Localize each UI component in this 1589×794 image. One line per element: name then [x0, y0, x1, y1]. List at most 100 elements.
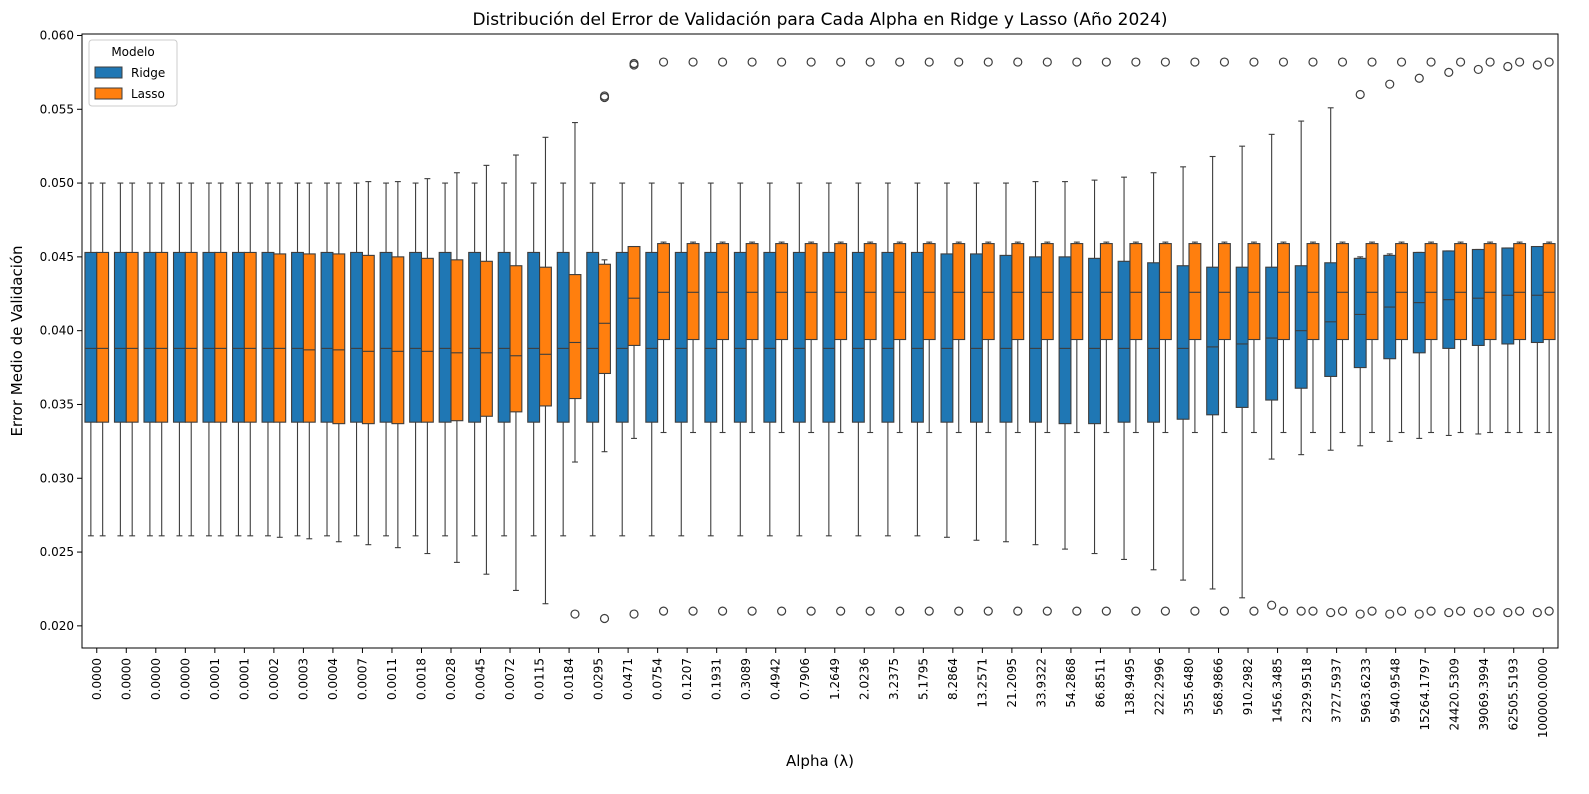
box-body: [1176, 265, 1190, 420]
outlier-point: [1414, 73, 1424, 83]
box-body: [184, 251, 198, 423]
box-body: [657, 243, 670, 341]
box-body: [1483, 243, 1497, 341]
box-body: [1336, 243, 1349, 341]
x-tick-label: 0.0000: [119, 658, 133, 700]
box-lasso: [1424, 57, 1438, 616]
outlier-point: [954, 57, 964, 67]
box-ridge: [881, 182, 895, 537]
box-body: [1501, 247, 1515, 345]
x-tick-label: 2.0236: [857, 658, 871, 700]
box-lasso: [509, 154, 523, 591]
outlier-point: [1414, 609, 1424, 619]
box-body: [775, 243, 789, 341]
box-ridge: [291, 182, 304, 537]
box-body: [1147, 262, 1161, 423]
x-axis-label: Alpha (λ): [786, 752, 854, 770]
box-ridge: [1501, 61, 1515, 618]
box-lasso: [1306, 57, 1320, 616]
x-tick-label: 0.0295: [592, 658, 606, 700]
x-tick-label: 2329.9518: [1300, 658, 1314, 723]
x-tick-label: 0.0018: [414, 658, 428, 700]
outlier-point: [1503, 607, 1513, 618]
x-tick-label: 1.2649: [828, 658, 842, 700]
outlier-point: [599, 613, 610, 624]
box-ridge: [970, 182, 983, 541]
outlier-point: [1544, 606, 1554, 616]
box-lasso: [539, 136, 552, 605]
box-lasso: [1454, 57, 1468, 616]
box-ridge: [113, 182, 127, 537]
box-body: [1542, 243, 1556, 341]
box-body: [1277, 243, 1290, 341]
outlier-point: [1219, 606, 1230, 616]
x-tick-label: 0.4942: [769, 658, 783, 700]
box-lasso: [1217, 57, 1231, 616]
outlier-point: [1473, 64, 1483, 75]
outlier-point: [1473, 607, 1483, 618]
box-body: [1247, 243, 1261, 341]
box-body: [1513, 243, 1527, 341]
outlier-point: [1131, 57, 1141, 67]
legend-swatch-ridge: [94, 66, 123, 79]
x-tick-label: 0.0754: [651, 658, 665, 700]
box-lasso: [568, 122, 582, 619]
box-lasso: [420, 178, 434, 555]
x-tick-label: 54.2868: [1064, 658, 1078, 708]
box-body: [1395, 243, 1408, 341]
box-ridge: [497, 182, 511, 537]
box-body: [1424, 243, 1438, 341]
box-ridge: [763, 182, 777, 537]
box-body: [851, 251, 865, 423]
box-ridge: [822, 182, 836, 537]
box-body: [1099, 243, 1113, 341]
box-body: [527, 251, 541, 423]
box-ridge: [556, 182, 570, 537]
box-body: [1294, 265, 1308, 389]
outlier-point: [1455, 57, 1466, 67]
outlier-point: [1190, 606, 1200, 616]
outlier-point: [983, 606, 993, 616]
outlier-point: [1426, 57, 1436, 67]
outlier-point: [570, 609, 580, 619]
box-body: [1158, 243, 1172, 341]
box-lasso: [184, 182, 198, 537]
box-body: [302, 253, 316, 423]
x-tick-label: 910.2982: [1241, 658, 1255, 715]
box-body: [1265, 266, 1279, 401]
outlier-point: [1042, 57, 1052, 67]
box-body: [1088, 257, 1101, 425]
box-ridge: [527, 182, 541, 537]
outlier-point: [688, 57, 698, 67]
outlier-point: [1544, 57, 1554, 67]
box-ridge: [674, 182, 688, 537]
box-ridge: [1206, 155, 1220, 590]
box-body: [1040, 243, 1054, 341]
box-lasso: [125, 182, 139, 537]
outlier-point: [1072, 57, 1082, 67]
outlier-point: [836, 606, 846, 616]
x-tick-label: 5963.6233: [1359, 658, 1373, 723]
x-tick-label: 1456.3485: [1271, 658, 1285, 723]
outlier-point: [1385, 609, 1395, 619]
plot-area: [84, 57, 1556, 624]
box-body: [940, 253, 954, 423]
box-body: [320, 251, 334, 423]
chart-title: Distribución del Error de Validación par…: [472, 10, 1167, 30]
outlier-point: [1515, 606, 1525, 616]
box-body: [893, 243, 907, 341]
box-body: [1058, 256, 1072, 425]
box-lasso: [1277, 57, 1290, 616]
box-body: [733, 251, 747, 423]
outlier-point: [717, 606, 728, 616]
box-ridge: [940, 182, 954, 538]
box-body: [113, 251, 127, 423]
outlier-point: [1042, 606, 1052, 616]
box-body: [214, 251, 228, 423]
box-body: [273, 253, 287, 423]
box-body: [686, 243, 700, 341]
box-ridge: [1530, 60, 1544, 618]
box-body: [922, 243, 936, 341]
x-tick-label: 0.0028: [444, 658, 458, 700]
box-lasso: [96, 182, 110, 537]
